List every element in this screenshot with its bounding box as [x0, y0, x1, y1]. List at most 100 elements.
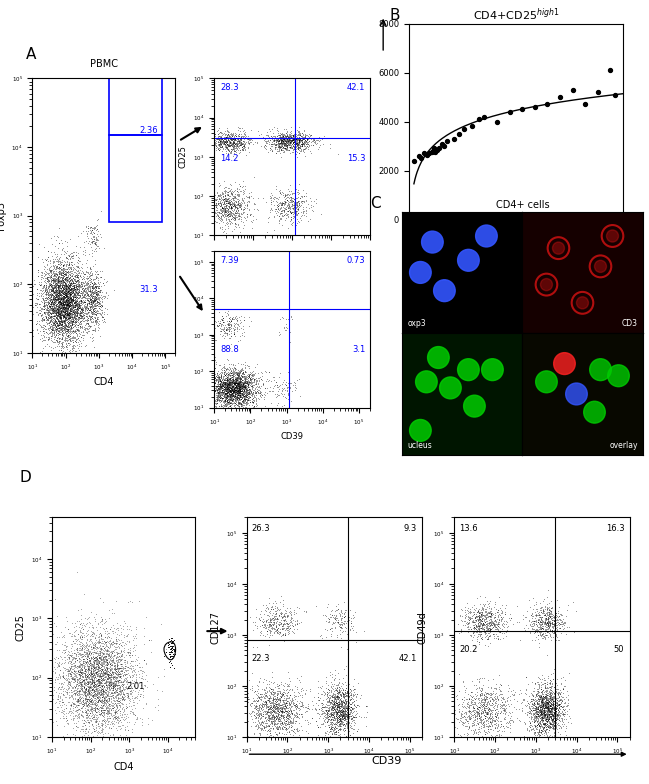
Point — [59, 298, 69, 310]
Point — [53, 279, 63, 292]
Point — [469, 615, 479, 628]
Point — [104, 702, 114, 714]
Point — [58, 306, 68, 318]
Point — [108, 659, 119, 671]
Point — [542, 714, 552, 727]
Point — [235, 383, 245, 396]
Point — [471, 619, 482, 631]
Point — [209, 198, 219, 211]
Point — [222, 374, 232, 387]
Point — [97, 691, 107, 703]
Point — [59, 279, 69, 292]
Point — [216, 131, 227, 143]
Point — [242, 401, 252, 414]
Point — [93, 280, 103, 292]
Point — [94, 708, 104, 720]
Point — [236, 393, 246, 405]
Point — [96, 672, 106, 684]
Point — [215, 212, 225, 224]
Point — [209, 366, 219, 379]
Point — [80, 668, 91, 681]
Point — [116, 639, 126, 652]
Point — [209, 371, 219, 383]
Point — [231, 383, 241, 395]
Point — [280, 321, 291, 333]
Point — [277, 204, 288, 216]
Point — [552, 702, 562, 715]
Point — [48, 281, 58, 294]
Point — [221, 191, 232, 204]
Point — [79, 285, 90, 297]
Point — [324, 699, 335, 712]
Point — [227, 143, 237, 155]
Point — [45, 280, 56, 292]
Point — [43, 286, 53, 299]
Point — [265, 712, 276, 724]
Point — [219, 386, 230, 398]
Point — [61, 294, 71, 307]
Point — [112, 656, 123, 669]
Point — [454, 716, 465, 728]
Point — [268, 684, 278, 696]
Point — [228, 370, 238, 383]
Point — [237, 369, 247, 382]
Point — [338, 684, 349, 696]
Point — [286, 688, 296, 701]
Point — [495, 715, 505, 728]
Point — [265, 676, 276, 688]
Point — [330, 616, 340, 629]
Point — [259, 722, 269, 735]
Point — [104, 681, 114, 693]
Point — [49, 314, 60, 327]
Point — [49, 307, 60, 320]
Point — [238, 368, 249, 381]
Point — [47, 296, 57, 308]
Point — [210, 354, 221, 366]
Point — [90, 281, 101, 294]
Point — [238, 371, 248, 383]
Point — [301, 132, 312, 145]
Point — [478, 698, 488, 710]
Point — [460, 706, 471, 719]
Point — [51, 323, 62, 336]
Point — [67, 276, 77, 289]
Point — [284, 133, 294, 146]
Point — [530, 706, 540, 718]
Point — [117, 690, 127, 702]
Point — [288, 620, 299, 633]
Point — [51, 289, 62, 301]
Point — [60, 310, 70, 323]
Point — [120, 683, 130, 695]
Point — [325, 696, 336, 709]
Point — [51, 307, 61, 320]
Point — [477, 630, 487, 643]
Point — [244, 387, 254, 400]
Point — [55, 302, 65, 314]
Point — [119, 704, 129, 717]
Point — [77, 626, 87, 639]
Point — [276, 705, 287, 717]
Point — [47, 671, 57, 684]
Point — [76, 303, 86, 315]
Point — [289, 723, 299, 735]
Point — [329, 723, 339, 735]
Point — [550, 724, 560, 736]
Point — [238, 174, 248, 187]
Point — [277, 718, 288, 731]
Point — [550, 702, 561, 715]
Point — [209, 376, 219, 389]
Point — [529, 615, 539, 627]
Point — [532, 706, 542, 718]
Point — [90, 704, 101, 717]
Point — [56, 284, 67, 296]
Point — [291, 140, 301, 153]
Point — [265, 716, 276, 728]
Point — [82, 289, 93, 301]
Point — [269, 198, 280, 211]
Point — [340, 706, 350, 718]
Point — [485, 689, 496, 702]
Point — [273, 626, 284, 639]
Point — [62, 323, 73, 336]
Point — [550, 705, 560, 717]
Point — [82, 680, 92, 692]
